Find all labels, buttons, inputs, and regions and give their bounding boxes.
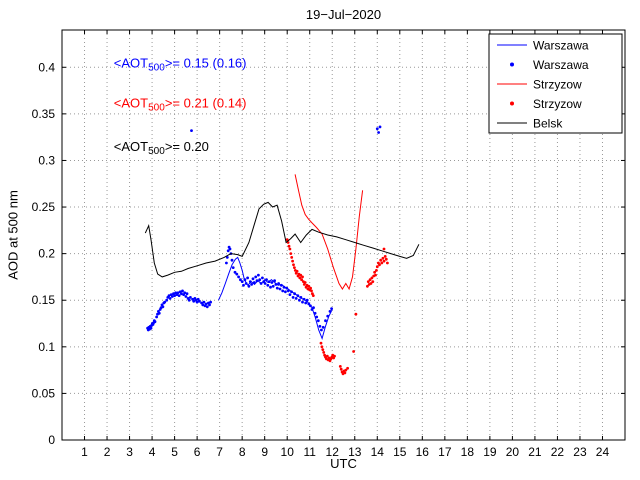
x-tick-label: 17	[438, 445, 452, 459]
x-tick-label: 11	[303, 445, 316, 459]
legend-dot-sample	[510, 62, 514, 67]
series-belsk-line	[144, 201, 420, 278]
x-axis-label: UTC	[330, 456, 357, 471]
legend-label: Warszawa	[533, 58, 589, 72]
x-tick-label: 8	[239, 445, 246, 459]
axis-ticks	[62, 30, 625, 441]
y-axis-label: AOD at 500 nm	[5, 190, 21, 280]
legend-label: Strzyzow	[533, 97, 582, 111]
annotation-mean-aot-2: <AOT500>= 0.20	[114, 139, 209, 157]
legend-label: Warszawa	[533, 39, 589, 53]
x-tick-label: 9	[261, 445, 268, 459]
series-warszawa-scatter	[146, 125, 382, 332]
x-tick-label: 22	[551, 445, 565, 459]
x-tick-label: 2	[104, 445, 111, 459]
y-tick-label: 0.15	[32, 293, 56, 307]
y-tick-label: 0.05	[32, 386, 56, 400]
y-tick-label: 0.2	[38, 247, 55, 261]
series-strzyzow-line	[294, 174, 364, 291]
x-tick-label: 10	[281, 445, 295, 459]
y-tick-label: 0.4	[38, 60, 55, 74]
legend-label: Belsk	[533, 117, 563, 131]
x-tick-label: 24	[596, 445, 610, 459]
x-tick-label: 3	[126, 445, 133, 459]
x-tick-label: 1	[81, 445, 88, 459]
y-tick-label: 0	[48, 433, 55, 447]
x-tick-label: 23	[573, 445, 587, 459]
x-tick-label: 4	[149, 445, 156, 459]
y-tick-label: 0.1	[38, 340, 55, 354]
x-tick-label: 14	[371, 445, 385, 459]
x-tick-label: 6	[194, 445, 201, 459]
x-tick-label: 18	[461, 445, 475, 459]
y-tick-label: 0.3	[38, 153, 55, 167]
y-tick-label: 0.25	[32, 200, 56, 214]
x-tick-label: 20	[506, 445, 520, 459]
series-strzyzow-scatter	[285, 238, 389, 376]
legend-dot-sample	[510, 101, 514, 106]
x-tick-label: 7	[216, 445, 223, 459]
x-tick-label: 15	[393, 445, 407, 459]
x-tick-label: 12	[326, 445, 340, 459]
legend: Warszawa Warszawa Strzyzow Strzyzow Belsk	[488, 33, 623, 134]
annotation-mean-aot-0: <AOT500>= 0.15 (0.16)	[114, 55, 247, 73]
x-tick-label: 13	[348, 445, 362, 459]
x-tick-label: 16	[416, 445, 430, 459]
legend-label: Strzyzow	[533, 78, 582, 92]
x-tick-label: 19	[483, 445, 497, 459]
plot-border	[61, 29, 626, 441]
tick-labels: 1 2 3 4 5 6 7 8 9 10 11 12 13 14 15 16 17 18 19 20 21 22 23 240…	[32, 60, 610, 459]
annotation-mean-aot-1: <AOT500>= 0.21 (0.14)	[114, 95, 247, 113]
chart-title: 19−Jul−2020	[305, 7, 382, 22]
y-tick-label: 0.35	[32, 107, 56, 121]
series-warszawa-line	[218, 256, 333, 340]
x-tick-label: 21	[528, 445, 542, 459]
x-tick-label: 5	[171, 445, 178, 459]
